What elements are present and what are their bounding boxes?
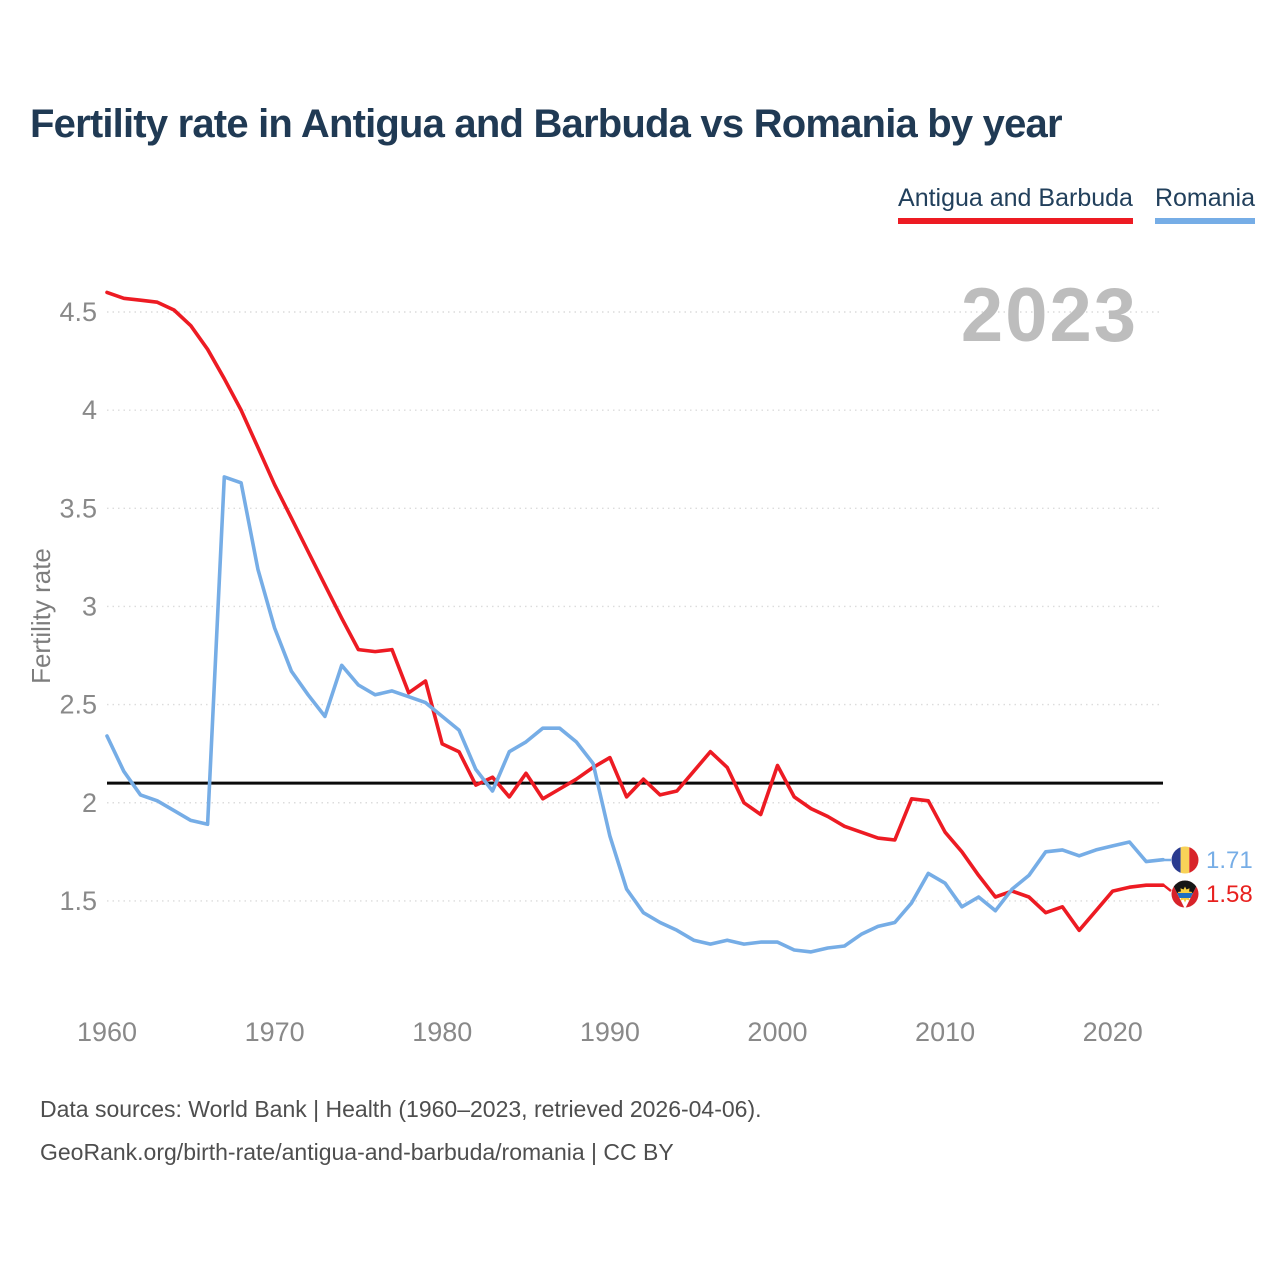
y-tick-label-1.5: 1.5 [59,886,97,916]
data-series-lines [105,290,1165,954]
x-tick-label-1980: 1980 [412,1017,472,1047]
y-axis-tick-labels: 1.5 2 2.5 3 3.5 4 4.5 [59,297,97,916]
y-tick-label-4: 4 [82,395,97,425]
x-tick-label-1990: 1990 [580,1017,640,1047]
antigua-and-barbuda-flag-icon [1171,880,1199,908]
legend-item-romania: Romania [1154,184,1255,224]
antigua-end-value: 1.58 [1206,881,1253,908]
gridlines [107,311,1163,902]
romania-end-value: 1.71 [1206,847,1253,874]
y-tick-label-2: 2 [82,788,97,818]
x-tick-label-1970: 1970 [245,1017,305,1047]
x-axis-tick-labels: 1960 1970 1980 1990 2000 2010 2020 [77,1017,1143,1047]
footer-attribution: GeoRank.org/birth-rate/antigua-and-barbu… [40,1138,674,1165]
antigua-and-barbuda-line [105,290,1165,933]
y-axis-title: Fertility rate [26,548,56,684]
x-tick-label-2010: 2010 [915,1017,975,1047]
legend-item-antigua-and-barbuda: Antigua and Barbuda [898,184,1133,224]
footer: Data sources: World Bank | Health (1960–… [40,1088,762,1173]
x-tick-label-2020: 2020 [1083,1017,1143,1047]
romania-line [105,475,1165,954]
watermark-year: 2023 [961,273,1138,358]
y-tick-label-2.5: 2.5 [59,690,97,720]
y-tick-label-3: 3 [82,591,97,621]
antigua-connector [1163,884,1172,892]
x-tick-label-2000: 2000 [747,1017,807,1047]
footer-data-sources: Data sources: World Bank | Health (1960–… [40,1096,762,1122]
y-tick-label-3.5: 3.5 [59,493,97,523]
x-tick-label-1960: 1960 [77,1017,137,1047]
legend: Antigua and Barbuda Romania [898,184,1255,224]
y-tick-label-4.5: 4.5 [59,297,97,327]
romania-flag-icon [1171,846,1199,874]
page-title: Fertility rate in Antigua and Barbuda vs… [30,102,1063,146]
